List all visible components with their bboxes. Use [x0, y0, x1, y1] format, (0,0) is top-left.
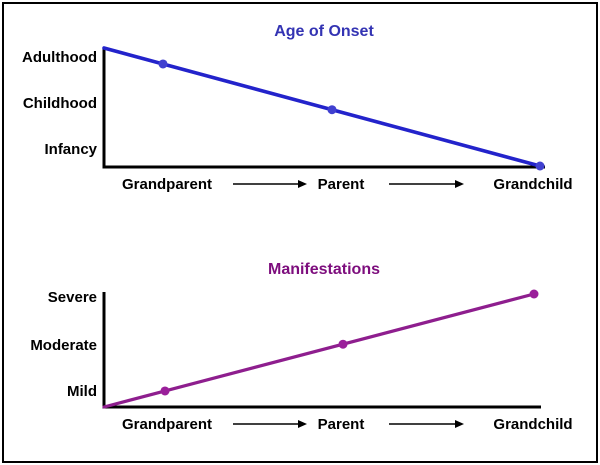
chart1-ytick-infancy: Infancy [44, 141, 97, 158]
chart1-xtick-grandchild: Grandchild [493, 176, 573, 193]
chart2-title: Manifestations [267, 261, 380, 278]
generation-arrow-head-icon [298, 180, 307, 188]
chart1-xtick-grandparent: Grandparent [121, 176, 212, 193]
chart1-ytick-adulthood: Adulthood [22, 49, 97, 66]
data-point-marker [338, 339, 348, 349]
generation-arrow-head-icon [298, 420, 307, 428]
chart1-xtick-parent: Parent [317, 176, 365, 193]
trend-line [102, 46, 542, 168]
chart1-title: Age of Onset [274, 23, 374, 40]
data-point-marker [160, 386, 170, 396]
chart2-ytick-mild: Mild [67, 383, 97, 400]
data-point-marker [529, 289, 539, 299]
data-point-marker [535, 161, 545, 171]
chart2-ytick-moderate: Moderate [30, 337, 97, 354]
axes-line [102, 47, 545, 169]
data-point-marker [327, 105, 337, 115]
trend-line [102, 292, 536, 409]
chart2-xtick-grandparent: Grandparent [121, 416, 212, 433]
chart2-xtick-parent: Parent [317, 416, 365, 433]
chart2-xtick-grandchild: Grandchild [493, 416, 573, 433]
data-point-marker [158, 59, 168, 69]
generation-arrow-head-icon [455, 420, 464, 428]
chart1-ytick-childhood: Childhood [22, 95, 97, 112]
generation-arrow-head-icon [455, 180, 464, 188]
chart2-ytick-severe: Severe [47, 289, 97, 306]
